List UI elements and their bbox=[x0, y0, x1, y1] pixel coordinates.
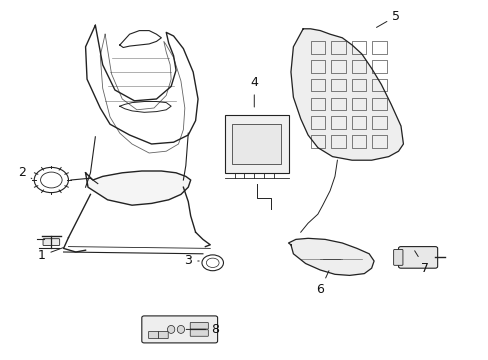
Text: 8: 8 bbox=[186, 323, 219, 336]
Bar bbox=[310, 116, 325, 129]
Bar bbox=[351, 79, 366, 91]
Bar bbox=[351, 98, 366, 110]
FancyBboxPatch shape bbox=[190, 330, 208, 336]
Bar bbox=[310, 60, 325, 73]
Polygon shape bbox=[85, 171, 190, 205]
Bar bbox=[351, 116, 366, 129]
Bar bbox=[330, 79, 345, 91]
FancyBboxPatch shape bbox=[43, 239, 60, 246]
FancyBboxPatch shape bbox=[148, 331, 158, 338]
Bar bbox=[351, 135, 366, 148]
Bar bbox=[351, 60, 366, 73]
Bar bbox=[371, 116, 386, 129]
Bar bbox=[330, 60, 345, 73]
Bar bbox=[330, 41, 345, 54]
FancyBboxPatch shape bbox=[232, 124, 281, 164]
Bar bbox=[330, 98, 345, 110]
Bar bbox=[310, 79, 325, 91]
Bar bbox=[351, 41, 366, 54]
Bar bbox=[310, 135, 325, 148]
Ellipse shape bbox=[167, 325, 175, 333]
Bar bbox=[371, 98, 386, 110]
FancyBboxPatch shape bbox=[190, 323, 208, 329]
Polygon shape bbox=[290, 29, 403, 160]
FancyBboxPatch shape bbox=[158, 331, 168, 338]
FancyBboxPatch shape bbox=[142, 316, 217, 343]
Text: 7: 7 bbox=[414, 251, 428, 275]
Bar bbox=[371, 135, 386, 148]
FancyBboxPatch shape bbox=[224, 115, 288, 173]
Bar bbox=[330, 135, 345, 148]
Text: 4: 4 bbox=[250, 76, 258, 107]
Text: 5: 5 bbox=[376, 10, 399, 27]
Bar bbox=[310, 41, 325, 54]
Text: 1: 1 bbox=[38, 248, 63, 262]
Bar bbox=[371, 60, 386, 73]
Bar bbox=[371, 79, 386, 91]
Bar bbox=[371, 41, 386, 54]
Text: 6: 6 bbox=[316, 271, 328, 296]
Text: 2: 2 bbox=[18, 166, 32, 179]
Polygon shape bbox=[288, 238, 373, 275]
Bar bbox=[330, 116, 345, 129]
FancyBboxPatch shape bbox=[398, 247, 437, 268]
Bar bbox=[310, 98, 325, 110]
Text: 3: 3 bbox=[184, 255, 199, 267]
FancyBboxPatch shape bbox=[393, 249, 402, 265]
Ellipse shape bbox=[177, 325, 184, 333]
